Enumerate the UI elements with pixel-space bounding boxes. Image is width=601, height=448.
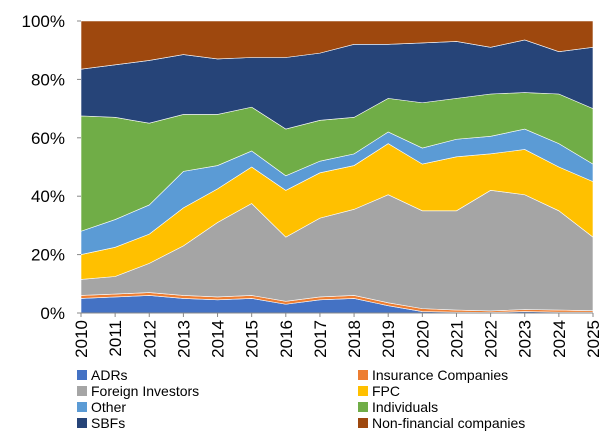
x-tick-label: 2018 bbox=[345, 320, 364, 358]
area bbox=[80, 20, 594, 70]
x-tick-label: 2025 bbox=[584, 320, 601, 358]
y-tick-label: 60% bbox=[31, 129, 65, 148]
x-tick-label: 2015 bbox=[243, 320, 262, 358]
x-tick-label: 2022 bbox=[482, 320, 501, 358]
x-tick-label: 2020 bbox=[413, 320, 432, 358]
y-tick-label: 20% bbox=[31, 246, 65, 265]
legend-label: Foreign Investors bbox=[91, 383, 199, 399]
x-tick-label: 2024 bbox=[550, 320, 569, 358]
x-tick-label: 2019 bbox=[379, 320, 398, 358]
legend-label: FPC bbox=[372, 383, 400, 399]
y-tick-label: 80% bbox=[31, 70, 65, 89]
legend-swatch bbox=[77, 402, 87, 412]
y-tick-label: 100% bbox=[22, 12, 65, 31]
y-tick-label: 40% bbox=[31, 187, 65, 206]
y-tick-label: 0% bbox=[40, 304, 65, 323]
x-tick-label: 2010 bbox=[72, 320, 91, 358]
x-tick-label: 2012 bbox=[140, 320, 159, 358]
legend-swatch bbox=[77, 386, 87, 396]
x-tick-label: 2013 bbox=[174, 320, 193, 358]
legend-swatch bbox=[358, 386, 368, 396]
x-tick-label: 2016 bbox=[277, 320, 296, 358]
legend-swatch bbox=[77, 370, 87, 380]
legend-label: Insurance Companies bbox=[372, 367, 508, 383]
legend-swatch bbox=[358, 402, 368, 412]
legend-label: SBFs bbox=[91, 415, 125, 431]
x-tick-label: 2021 bbox=[447, 320, 466, 358]
x-tick-label: 2014 bbox=[209, 320, 228, 358]
x-tick-label: 2011 bbox=[106, 320, 125, 357]
legend-label: Non-financial companies bbox=[372, 415, 525, 431]
legend-label: Individuals bbox=[372, 399, 438, 415]
x-tick-label: 2023 bbox=[516, 320, 535, 358]
legend-swatch bbox=[358, 370, 368, 380]
legend-label: ADRs bbox=[91, 367, 128, 383]
x-tick-label: 2017 bbox=[311, 320, 330, 358]
legend-swatch bbox=[77, 418, 87, 428]
legend-swatch bbox=[358, 418, 368, 428]
legend-label: Other bbox=[91, 399, 126, 415]
